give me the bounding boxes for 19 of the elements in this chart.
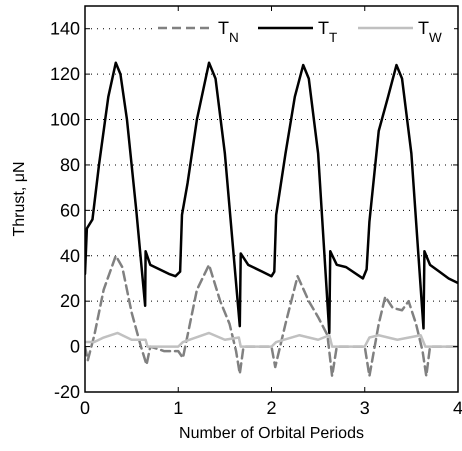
y-tick-label: 80 — [60, 154, 80, 175]
y-tick-label: 140 — [50, 18, 80, 39]
x-tick-label: 3 — [360, 398, 370, 418]
line-series — [85, 332, 458, 348]
y-axis-title: Thrust, μN — [11, 161, 28, 237]
x-axis-title: Number of Orbital Periods — [179, 425, 364, 442]
y-tick-label: 40 — [60, 246, 80, 266]
y-tick-label: 20 — [60, 291, 80, 312]
x-tick-label: 4 — [452, 398, 462, 418]
legend-label: T$_{W}$ — [418, 18, 442, 44]
legend-label: T$_{T}$ — [318, 18, 338, 44]
y-tick-label: 60 — [60, 200, 80, 220]
y-tick-label: 100 — [50, 110, 80, 130]
y-tick-label: 0 — [70, 336, 80, 357]
x-tick-label: 1 — [173, 398, 184, 418]
y-tick-label: 120 — [50, 64, 80, 84]
y-tick-label: -20 — [54, 382, 80, 402]
legend-label: T$_{N}$ — [218, 18, 239, 44]
x-tick-label: 2 — [266, 398, 277, 418]
